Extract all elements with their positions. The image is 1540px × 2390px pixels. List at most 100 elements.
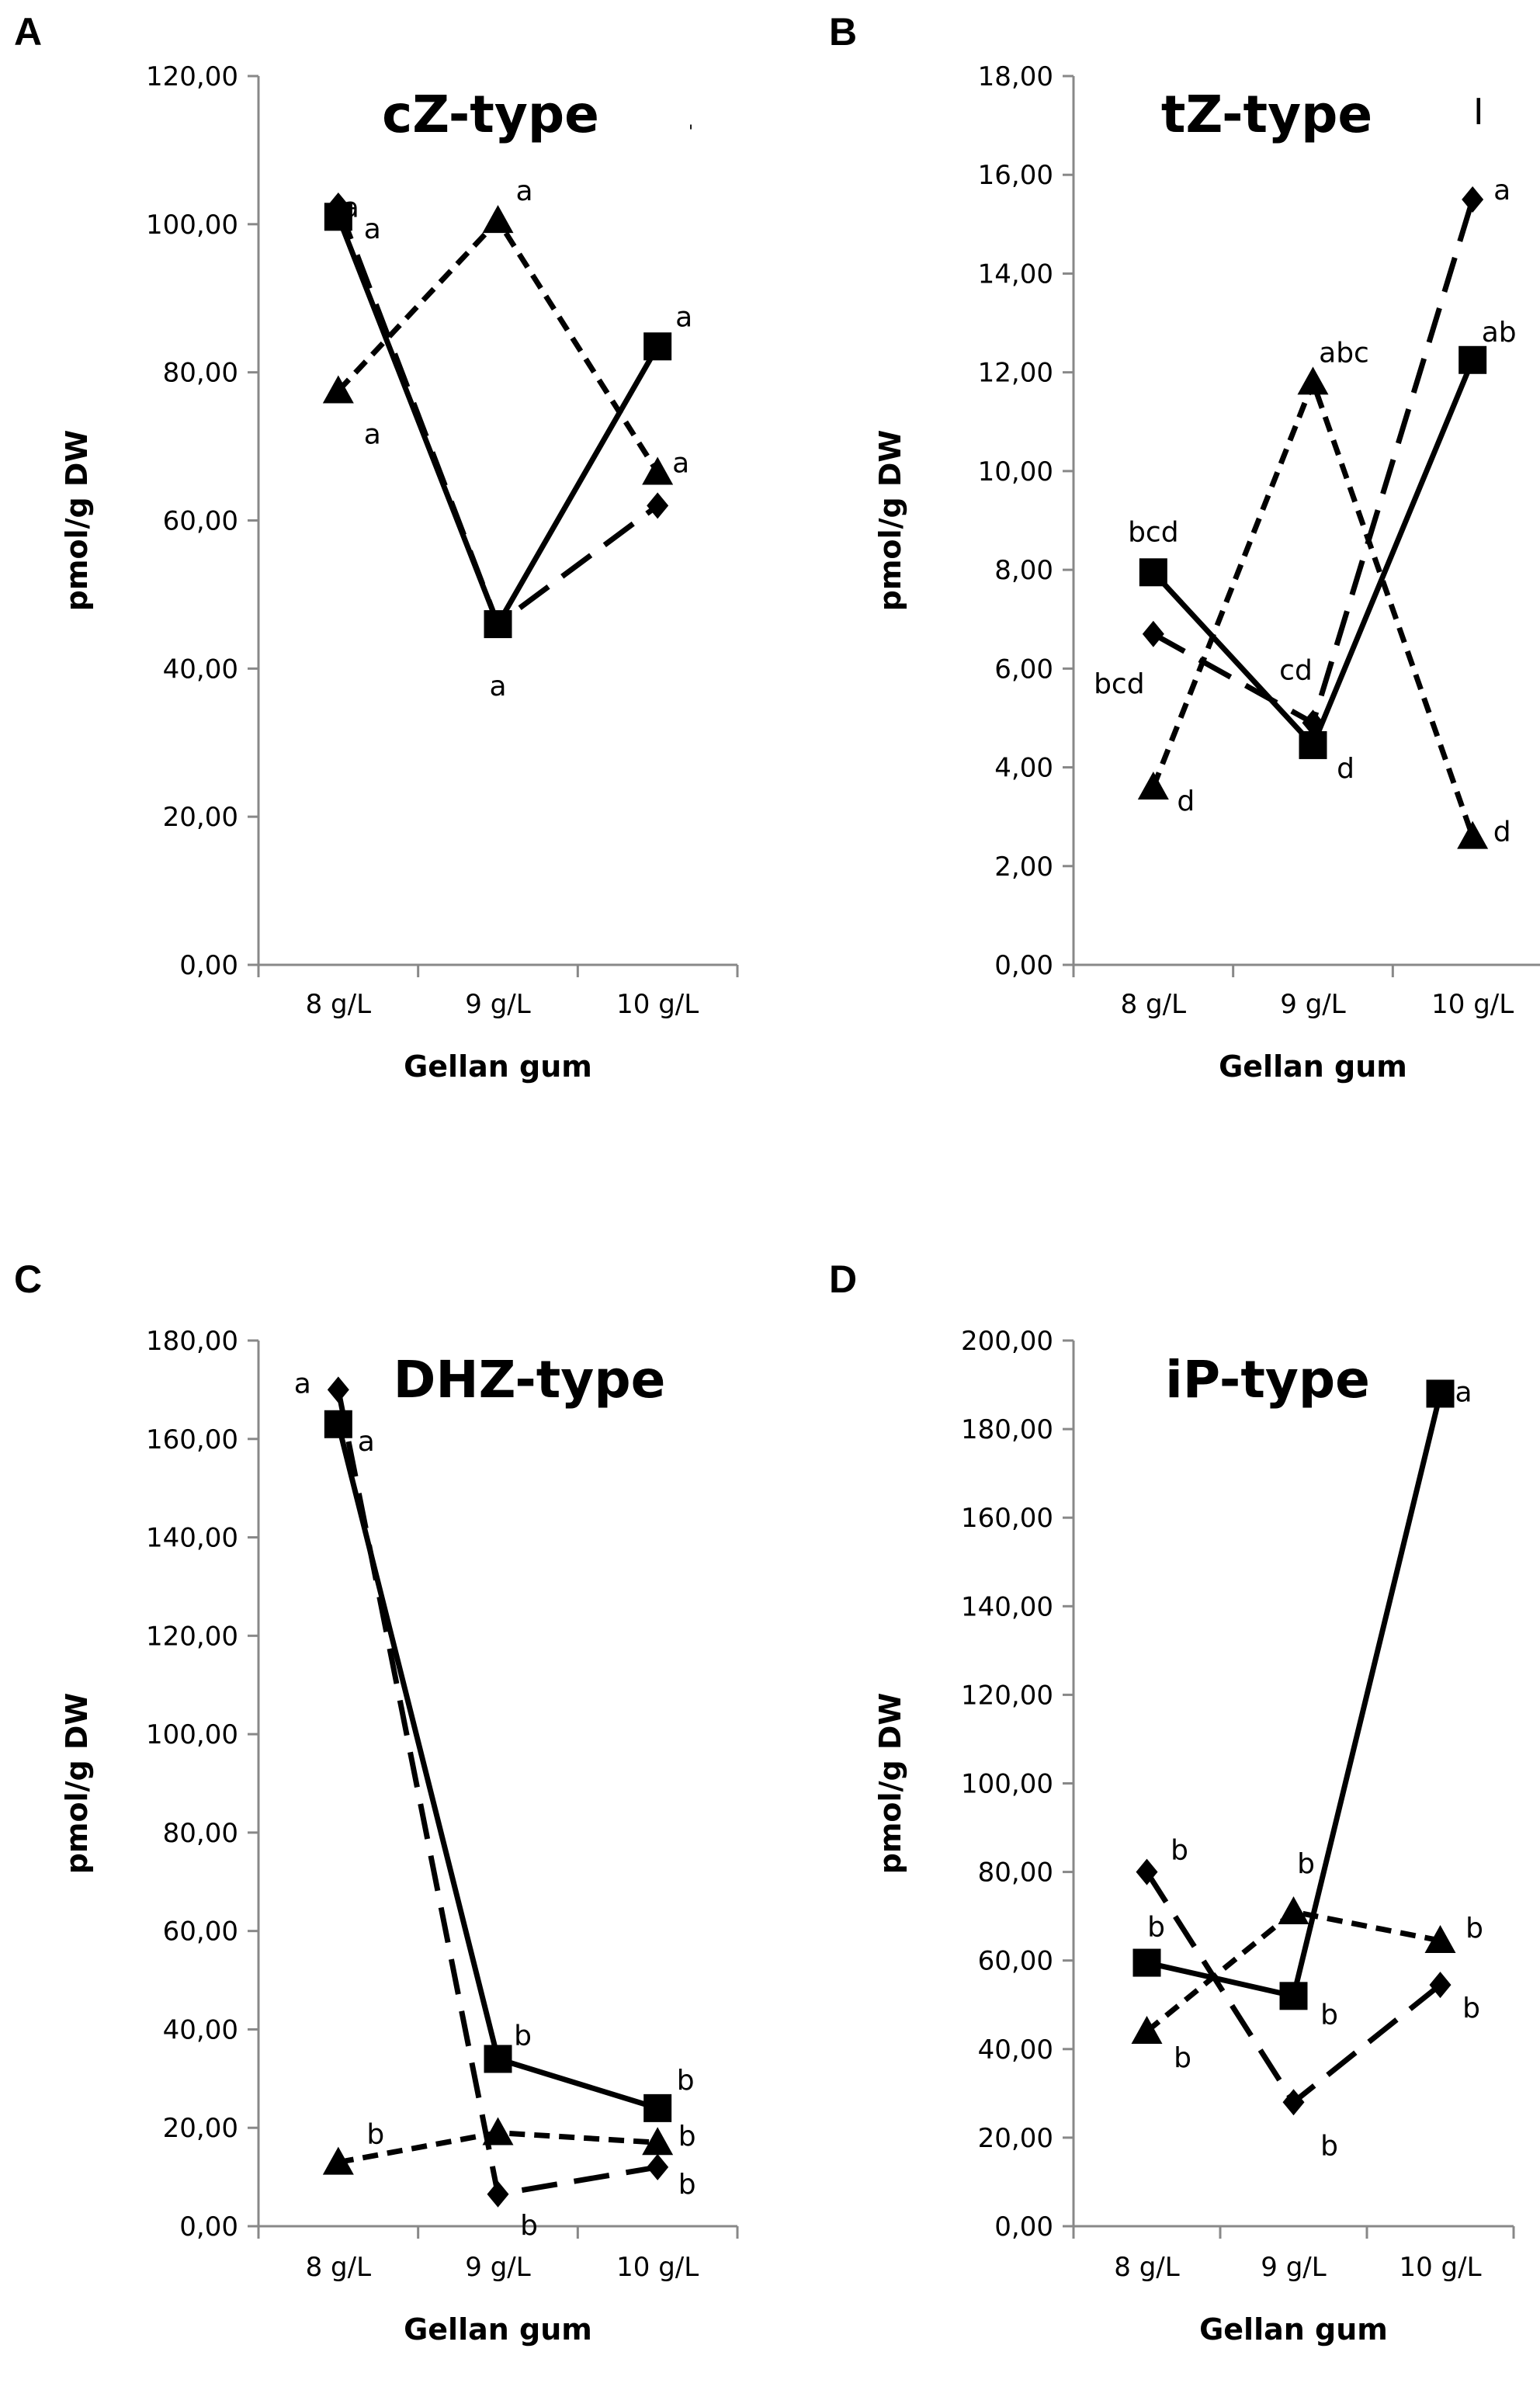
point-triangle-dhz-type [482,2117,514,2145]
chart-tz-type: tZ-type 0,00 2,00 4,00 6,00 8,00 10,00 12,00 14,… [873,61,1540,1084]
y-tick-label: 100,00 [961,1769,1053,1800]
y-tick-label: 40,00 [978,2034,1053,2066]
x-tick-label: 8 g/L [1114,2252,1179,2283]
series-line-triangle [1150,379,1476,838]
y-tick-label: 6,00 [994,654,1053,685]
significance-label: cd [1279,654,1313,686]
chart-title: tZ-type [1161,85,1372,144]
chart-title: cZ-type [382,85,599,144]
point-square-dhz-type [484,2045,512,2073]
series-line-square [335,216,661,627]
significance-label: a [1455,1376,1472,1408]
point-square-dhz-type [643,2093,672,2122]
point-diamond-ip-type [1136,1858,1158,1885]
x-tick-label: 8 g/L [1121,989,1186,1020]
significance-label: b [1297,1848,1315,1880]
point-diamond-ip-type [1282,2089,1305,2116]
significance-label: a [515,175,532,207]
point-diamond-cz-type [327,192,349,219]
x-tick-label: 10 g/L [1399,2252,1481,2283]
y-tick-label: 0,00 [994,2211,1053,2243]
x-axis-title: Gellan gum [404,1049,592,1084]
chart-dhz-type: DHZ-type 0,00 20,00 40,00 60,00 80,00 100,00 12… [60,1326,739,2347]
point-triangle-dhz-type [642,2127,674,2156]
point-square-dhz-type [324,1410,352,1438]
y-tick-label: 120,00 [961,1680,1053,1711]
x-tick-label: 10 g/L [1431,989,1514,1020]
chart-title: DHZ-type [394,1350,666,1410]
point-triangle-tz-type [1297,366,1329,395]
point-square-ip-type [1279,1982,1308,2010]
significance-label: bcd [1128,516,1179,548]
y-tick-label: 16,00 [978,160,1053,191]
series-line-square [1151,359,1476,748]
point-diamond-dhz-type [327,1376,349,1403]
y-tick-label: 40,00 [163,654,238,685]
y-tick-label: 18,00 [978,61,1053,92]
y-tick-label: 140,00 [961,1591,1053,1622]
point-triangle-cz-type [482,205,514,234]
significance-label: a [489,671,506,702]
stray-mark-a: ' [688,123,693,142]
point-diamond-tz-type [1142,620,1164,647]
point-diamond-dhz-type [647,2153,669,2180]
significance-label: a [364,419,381,451]
x-axis-title: Gellan gum [404,2312,592,2347]
significance-label: a [675,301,692,333]
series-line-diamond [1152,199,1476,726]
y-tick-label: 20,00 [163,2113,238,2144]
point-triangle-tz-type [1457,820,1489,849]
point-triangle-ip-type [1424,1925,1456,1954]
y-tick-label: 40,00 [163,2014,238,2045]
y-axis-title: pmol/g DW [60,1693,94,1875]
significance-label: b [1171,1835,1188,1867]
point-diamond-tz-type [1302,709,1324,737]
point-triangle-ip-type [1278,1896,1309,1924]
significance-label: b [1320,2130,1338,2162]
x-axis-title: Gellan gum [1199,2312,1388,2347]
significance-label: b [1462,1993,1480,2024]
point-diamond-cz-type [487,611,509,638]
significance-label: b [520,2210,538,2242]
y-tick-label: 10,00 [978,456,1053,487]
y-tick-label: 8,00 [994,555,1053,586]
panel-label-c: C [14,1257,42,1301]
point-triangle-dhz-type [322,2146,354,2175]
x-tick-label: 9 g/L [465,989,530,1020]
y-tick-label: 200,00 [961,1326,1053,1357]
y-axis-title: pmol/g DW [60,430,94,612]
point-square-tz-type [1458,345,1487,374]
y-tick-label: 80,00 [163,358,238,389]
significance-label: ab [1482,317,1517,349]
significance-label: a [294,1368,311,1400]
point-square-ip-type [1132,1948,1161,1977]
y-tick-label: 160,00 [961,1503,1053,1534]
y-tick-label: 80,00 [978,1858,1053,1889]
significance-label: a [342,192,359,224]
x-axis-title: Gellan gum [1219,1049,1407,1084]
y-tick-label: 0,00 [994,950,1053,981]
point-triangle-cz-type [642,456,674,485]
significance-label: a [672,447,689,479]
significance-label: d [1177,786,1195,817]
point-diamond-ip-type [1429,1972,1452,1999]
point-diamond-cz-type [647,492,669,519]
x-tick-label: 9 g/L [1261,2252,1326,2283]
significance-label: a [489,609,506,640]
y-tick-label: 14,00 [978,258,1053,290]
significance-label: b [514,2020,532,2052]
panel-label-b: B [829,10,857,54]
point-triangle-cz-type [322,375,354,404]
series-line-square [335,1423,659,2111]
x-tick-label: 8 g/L [306,989,371,1020]
significance-label: b [1174,2042,1191,2074]
y-tick-label: 160,00 [146,1424,238,1455]
chart-ip-type: iP-type 0,00 20,00 40,00 60,00 80,00 100,00 120… [873,1326,1515,2347]
x-tick-label: 8 g/L [306,2252,371,2283]
y-axis-title: pmol/g DW [873,1693,907,1875]
point-diamond-tz-type [1462,186,1484,213]
significance-label: a [1493,175,1511,206]
panel-label-a: A [14,10,42,54]
y-axis-title: pmol/g DW [873,430,907,612]
